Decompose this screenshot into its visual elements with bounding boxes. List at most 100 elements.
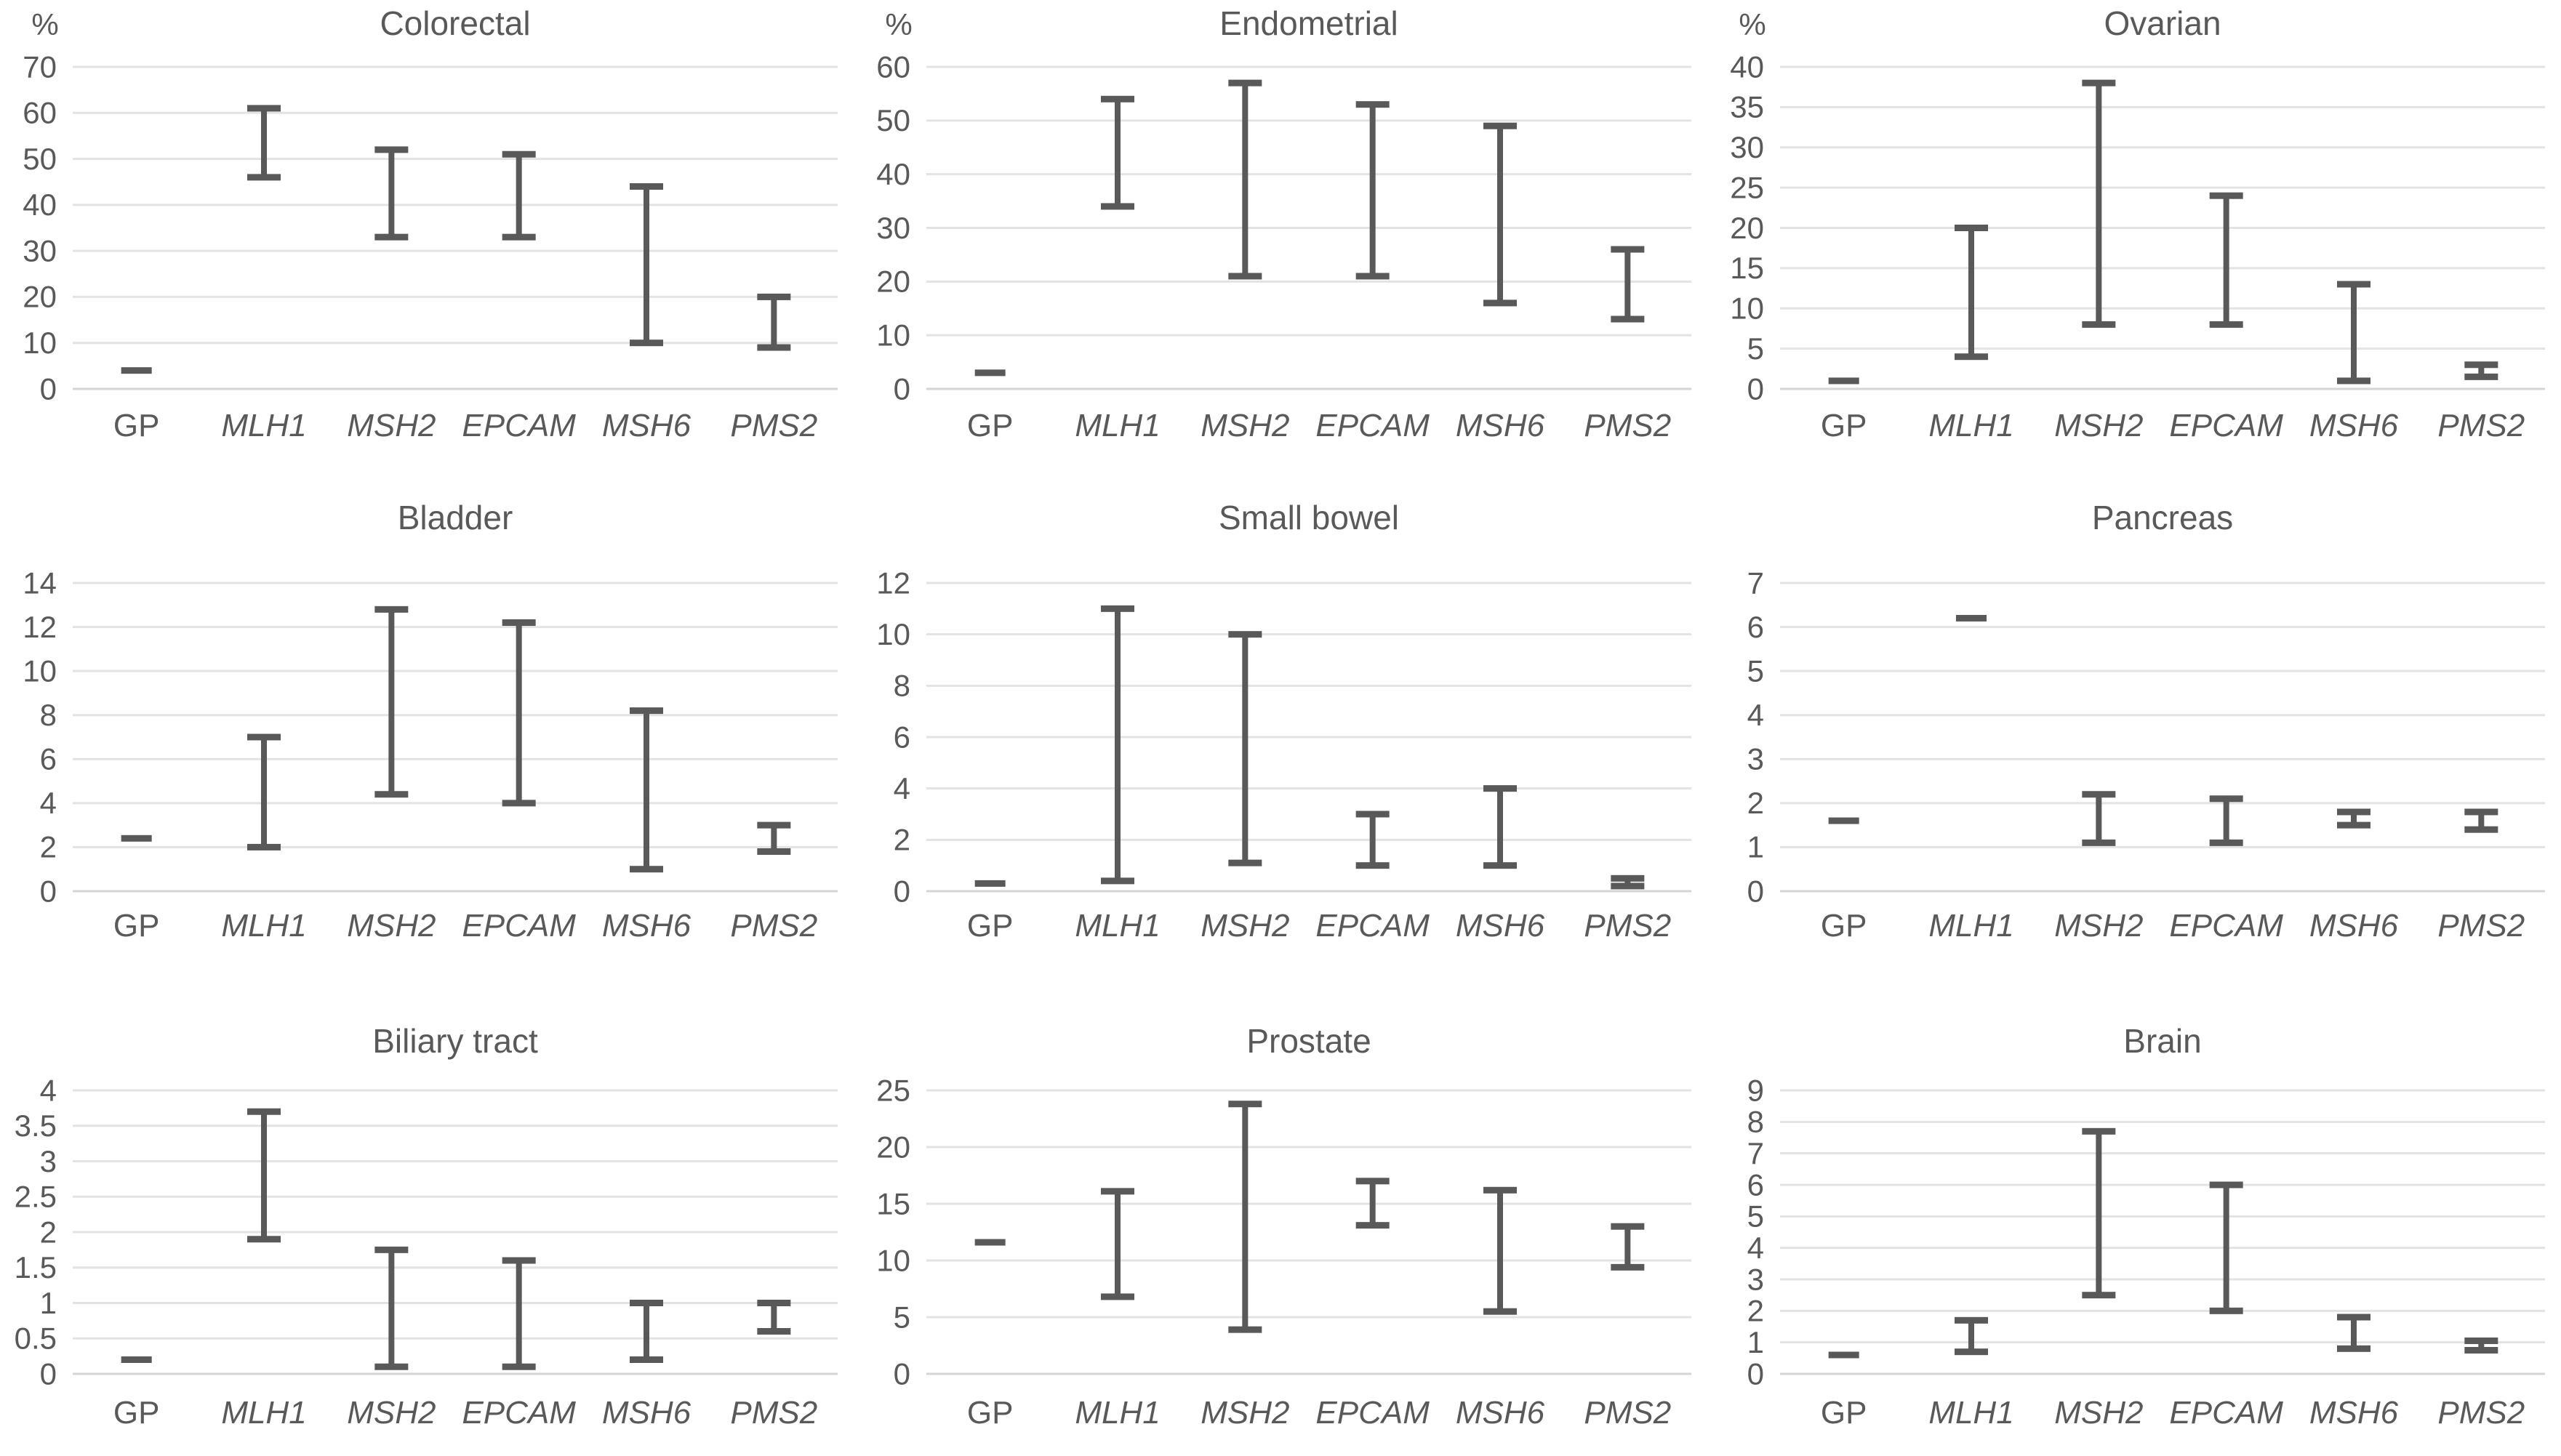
y-tick-label: 20	[876, 265, 910, 299]
x-category-label-MLH1: MLH1	[1075, 908, 1160, 944]
y-tick-label: 1	[40, 1286, 57, 1320]
range-bar-MSH6	[1483, 785, 1517, 869]
range-bar-MSH2	[374, 606, 409, 798]
x-category-label-MSH2: MSH2	[1201, 1395, 1289, 1431]
y-tick-label: 50	[23, 142, 57, 176]
y-tick-label: 1	[1747, 830, 1764, 864]
chart-pancreas: 0 1 2 3 4 5 6 7 Pancreas GP MLH1 MSH2 EPCAM MSH6 PMS2	[1747, 499, 2545, 944]
chart-biliary-tract: 00.511.522.533.54 Biliary tract GP MLH1 MSH2…	[15, 1022, 838, 1431]
y-tick-label: 10	[1730, 291, 1764, 326]
x-category-label-MLH1: MLH1	[221, 1395, 306, 1431]
range-bar-PMS2	[2464, 808, 2498, 833]
y-tick-label: 8	[40, 698, 57, 732]
range-bar-EPCAM	[502, 1257, 536, 1370]
y-tick-label: 2	[40, 830, 57, 864]
x-category-label-PMS2: PMS2	[730, 1395, 817, 1431]
chart-title: Endometrial	[1219, 4, 1398, 42]
x-category-label-MLH1: MLH1	[1928, 408, 2013, 443]
range-bar-MSH2	[2082, 791, 2116, 846]
y-tick-label: 0.5	[15, 1322, 57, 1356]
y-tick-label: 20	[23, 280, 57, 314]
x-category-label-MSH6: MSH6	[2309, 408, 2399, 443]
range-bar-EPCAM	[1355, 101, 1390, 280]
y-tick-label: 6	[40, 742, 57, 776]
value-dash-GP	[974, 880, 1006, 887]
y-tick-label: 20	[1730, 211, 1764, 245]
range-bar-EPCAM	[2209, 192, 2243, 328]
range-bar-MSH6	[2337, 281, 2370, 385]
range-bar-MLH1	[1955, 1316, 1988, 1356]
range-bar-MSH6	[630, 183, 663, 347]
range-bar-EPCAM	[1355, 1178, 1390, 1229]
value-dash-GP	[1828, 1351, 1859, 1359]
y-tick-label: 20	[876, 1130, 910, 1164]
y-tick-label: 3	[1747, 742, 1764, 776]
range-bar-EPCAM	[2209, 1181, 2243, 1314]
chart-title: Bladder	[398, 499, 513, 536]
range-bar-MSH6	[630, 1300, 663, 1363]
y-tick-label: 12	[23, 610, 57, 644]
x-category-label-MSH2: MSH2	[347, 908, 436, 944]
y-tick-label: 0	[40, 371, 57, 406]
y-tick-label: 30	[876, 211, 910, 245]
y-tick-label: 15	[876, 1186, 910, 1220]
x-category-label-EPCAM: EPCAM	[462, 1395, 576, 1431]
y-tick-label: 1.5	[15, 1250, 57, 1284]
y-tick-label: 0	[894, 1356, 910, 1391]
y-tick-label: 4	[894, 771, 910, 805]
x-category-label-MSH6: MSH6	[2309, 1395, 2399, 1431]
x-category-label-PMS2: PMS2	[2437, 1395, 2525, 1431]
y-tick-label: 30	[1730, 130, 1764, 164]
range-bar-MLH1	[247, 1108, 281, 1243]
range-bar-PMS2	[757, 821, 791, 855]
range-bar-MSH2	[1228, 79, 1262, 280]
chart-panel-ovarian: 0 5 10 15 20 25 30 35 40% Ovarian GP MLH1 MSH2 EPCAM M…	[1707, 0, 2561, 465]
range-bar-PMS2	[757, 1300, 791, 1335]
chart-title: Prostate	[1246, 1022, 1371, 1060]
y-tick-label: 2	[1747, 786, 1764, 820]
y-tick-label: 5	[1747, 331, 1764, 366]
y-tick-label: 40	[23, 188, 57, 222]
chart-panel-brain: 0 1 2 3 4 5 6 7 8 9 Brain GP MLH1 MSH2 EPCAM MSH6 PMS2	[1707, 945, 2561, 1456]
y-tick-label: 7	[1747, 566, 1764, 600]
chart-prostate: 0 5 10 15 20 25 Prostate GP MLH1 MSH2 EPCAM MSH6 PMS…	[876, 1022, 1691, 1431]
y-tick-label: 0	[1747, 371, 1764, 406]
value-dash-MLH1	[1956, 614, 1987, 622]
range-bar-MSH6	[630, 707, 663, 873]
x-category-label-PMS2: PMS2	[730, 908, 817, 944]
x-category-label-MSH2: MSH2	[2054, 408, 2143, 443]
chart-panel-pancreas: 0 1 2 3 4 5 6 7 Pancreas GP MLH1 MSH2 EPCAM MSH6 PMS2	[1707, 465, 2561, 945]
chart-title: Pancreas	[2092, 499, 2233, 536]
y-tick-label: 8	[894, 669, 910, 703]
x-category-label-EPCAM: EPCAM	[462, 408, 576, 443]
x-category-label-GP: GP	[113, 1395, 160, 1431]
y-tick-label: 8	[1747, 1105, 1764, 1139]
y-tick-label: 40	[1730, 49, 1764, 84]
value-dash-GP	[1828, 377, 1859, 385]
y-tick-label: 10	[876, 1243, 910, 1277]
range-bar-MSH2	[1228, 1101, 1262, 1333]
range-bar-MSH2	[374, 146, 409, 241]
x-category-label-EPCAM: EPCAM	[1315, 908, 1430, 944]
x-category-label-MSH6: MSH6	[602, 408, 692, 443]
x-category-label-EPCAM: EPCAM	[2169, 408, 2283, 443]
y-tick-label: 0	[894, 874, 910, 908]
y-tick-label: 2	[40, 1215, 57, 1249]
chart-panel-bladder: 0 2 4 6 8 10 12 14 Bladder GP MLH1 MSH2 EPCAM MSH6 PMS…	[0, 465, 854, 945]
range-bar-PMS2	[2464, 361, 2498, 380]
range-bar-PMS2	[1611, 1223, 1645, 1271]
x-category-label-PMS2: PMS2	[1584, 1395, 1671, 1431]
y-tick-label: 5	[1747, 1199, 1764, 1234]
y-tick-label: 70	[23, 49, 57, 84]
y-tick-label: 30	[23, 233, 57, 268]
x-category-label-MLH1: MLH1	[221, 908, 306, 944]
x-category-label-MSH2: MSH2	[2054, 908, 2143, 944]
y-tick-label: 40	[876, 157, 910, 191]
chart-title: Small bowel	[1219, 499, 1399, 536]
y-tick-label: 6	[894, 720, 910, 754]
chart-ovarian: 0 5 10 15 20 25 30 35 40% Ovarian GP MLH1 MSH2 EPCAM M…	[1730, 4, 2545, 443]
x-category-label-GP: GP	[967, 908, 1014, 944]
y-tick-label: 4	[40, 786, 57, 820]
